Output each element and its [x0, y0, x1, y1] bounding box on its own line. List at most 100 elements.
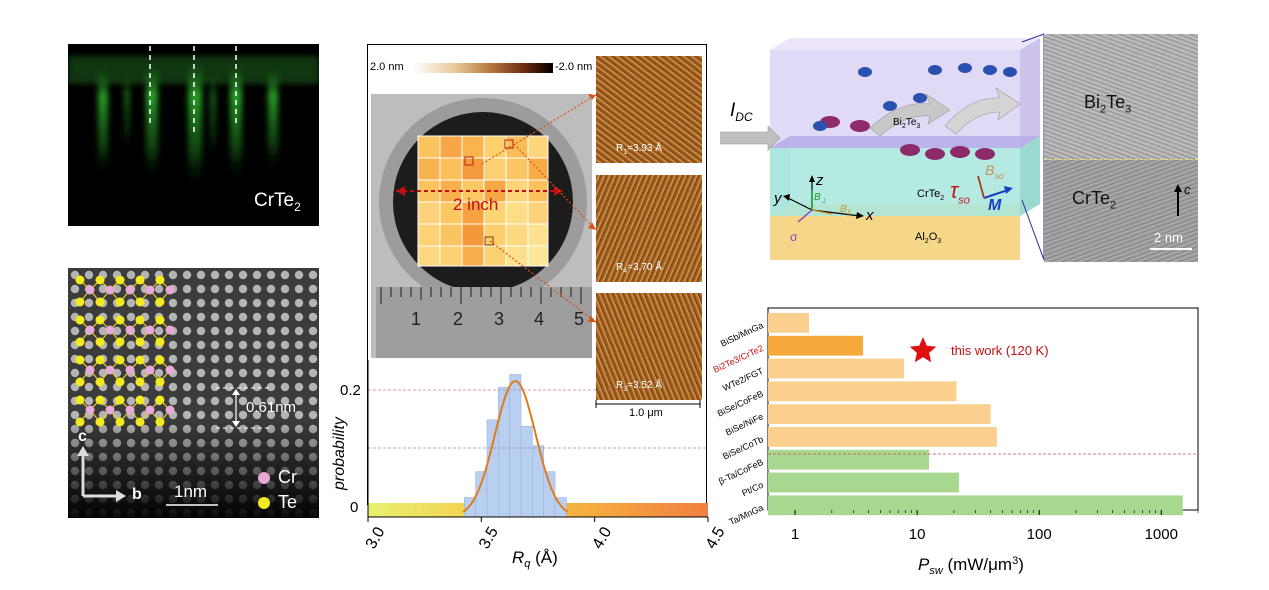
device-sigma: σ	[790, 230, 798, 244]
psw-category-label: Pt/Co	[740, 480, 765, 499]
afm-colorbar	[413, 63, 553, 73]
afm-r-letter: R	[616, 262, 624, 273]
al-sub: 2	[924, 238, 929, 246]
crystal-overlay	[74, 275, 176, 428]
afm-r-sub: 4	[623, 268, 628, 275]
device-bpar: B∥	[840, 204, 850, 217]
hist-xlabel: Rq (Å)	[512, 548, 558, 570]
tem-crte-sub: 2	[1110, 199, 1117, 212]
tau-letter: τ	[950, 178, 959, 203]
afm-tile-3-label: R3=3.52 Å	[616, 380, 662, 393]
hist-bar	[486, 419, 499, 518]
tem-panel: Bi2Te3 CrTe2 c 2 nm	[1044, 34, 1198, 262]
spin-arrows	[813, 63, 1017, 160]
hist-ytick-0: 0	[350, 499, 358, 516]
o-sub: 3	[937, 238, 942, 246]
legend-cr: Cr	[278, 467, 297, 487]
psw-comparison-chart: BiSb/MnGaBi2Te3/CrTe2WTe2/FGTBiSe/CoFeBB…	[712, 307, 1199, 577]
bpar-sub: ∥	[846, 210, 851, 217]
psw-bar	[768, 335, 863, 356]
device-substrate-label: Al2O3	[915, 231, 941, 245]
psw-bar	[768, 495, 1183, 516]
afm-r-letter: R	[616, 380, 624, 391]
hist-xtick-label: 4.0	[589, 524, 615, 552]
device-axis-x: x	[866, 207, 874, 224]
rheed-panel: CrTe2	[68, 44, 319, 226]
psw-xtick-label: 100	[1027, 526, 1052, 543]
stem-scale-label: 1nm	[174, 482, 208, 501]
afm-tile-3: R3=3.52 Å	[596, 293, 702, 400]
al: Al	[915, 231, 925, 243]
ruler-number-5: 5	[574, 309, 585, 329]
tau-sub: so	[958, 194, 970, 207]
psw-category-label: Ta/MnGa	[728, 503, 765, 527]
o: O	[928, 231, 938, 243]
afm-tile-1: R1=3.93 Å	[596, 56, 702, 163]
bso-sub: so	[994, 170, 1004, 181]
rq-histogram-chart: 3.0 3.5 4.0 4.5 0 0.2 probability Rq (Å)	[331, 360, 729, 570]
hist-ytick-1: 0.2	[340, 382, 361, 399]
ruler-numbers: 1 2 3 4 5	[371, 309, 592, 333]
device-axis-z: z	[816, 172, 824, 189]
hist-ylabel: probability	[331, 416, 348, 491]
tem-bi-sub: 2	[1100, 103, 1107, 116]
psw-xtick-label: 1	[791, 526, 799, 543]
psw-xlabel: Psw (mW/μm3)	[918, 555, 1024, 577]
sot-device-schematic	[720, 38, 1040, 260]
device-tau: τso	[950, 178, 970, 206]
hist-bar	[509, 374, 522, 518]
bperp-letter: B	[814, 192, 821, 203]
rheed-image	[68, 44, 319, 226]
rheed-label-sub: 2	[294, 199, 301, 214]
afm-tile-2: R4=3.70 Å	[596, 175, 702, 282]
bi: Bi	[893, 117, 902, 128]
device-bso: Bso	[985, 162, 1004, 181]
afm-r-letter: R	[616, 143, 624, 154]
te: Te	[905, 117, 917, 128]
stem-axis-b-label: b	[132, 486, 142, 503]
wafer-photo: 2 inch 1 2 3 4 5	[371, 94, 592, 358]
hist-x-ticks: 3.0 3.5 4.0 4.5	[363, 517, 729, 552]
tem-bi: Bi	[1084, 92, 1101, 112]
bso-letter: B	[985, 162, 995, 178]
device-bperp: B⊥	[814, 192, 827, 205]
psw-bar	[768, 313, 809, 333]
stem-image	[68, 268, 319, 518]
psw-xtick-label: 1000	[1145, 526, 1178, 543]
afm-r-value: =3.93 Å	[627, 143, 662, 154]
te-sub: 3	[916, 123, 921, 130]
idc-sub: DC	[735, 109, 753, 124]
wafer-size-label: 2 inch	[453, 195, 499, 214]
bperp-sub: ⊥	[820, 198, 827, 205]
hist-xtick-label: 3.5	[476, 524, 502, 552]
colorbar-right-label: -2.0 nm	[555, 61, 593, 73]
hist-bar	[520, 426, 533, 518]
psw-bar	[768, 404, 991, 424]
psw-bar	[768, 472, 959, 493]
crte-sub: 2	[940, 195, 945, 203]
afm-r-sub: 3	[623, 386, 628, 393]
psw-categories: BiSb/MnGaBi2Te3/CrTe2WTe2/FGTBiSe/CoFeBB…	[712, 320, 766, 527]
ruler-number-2: 2	[453, 309, 464, 329]
legend-te: Te	[278, 492, 298, 512]
tem-te-sub: 3	[1125, 103, 1132, 116]
tem-c-arrow	[1174, 184, 1182, 216]
tem-scale-label: 2 nm	[1154, 230, 1183, 245]
this-work-annotation: this work (120 K)	[951, 343, 1049, 358]
afm-r-value: =3.70 Å	[627, 262, 662, 273]
stem-panel: 0.61nm c b 1nm Cr Te	[68, 268, 319, 518]
rheed-label-main: CrTe	[254, 190, 295, 211]
tem-te: Te	[1106, 92, 1126, 112]
psw-bar	[768, 449, 929, 470]
device-mid-layer-label: CrTe2	[917, 188, 944, 202]
device-idc-label: IDC	[730, 100, 753, 124]
idc-letter: I	[730, 100, 736, 121]
bi-sub: 2	[901, 123, 906, 130]
device-axis-y: y	[774, 190, 782, 207]
rheed-label: CrTe2	[254, 190, 301, 214]
afm-scale-label: 1.0 μm	[629, 407, 663, 419]
tem-crte: CrTe	[1072, 188, 1111, 208]
hist-bar	[498, 387, 510, 518]
psw-x-ticks: 1 10 100 1000	[791, 510, 1199, 543]
